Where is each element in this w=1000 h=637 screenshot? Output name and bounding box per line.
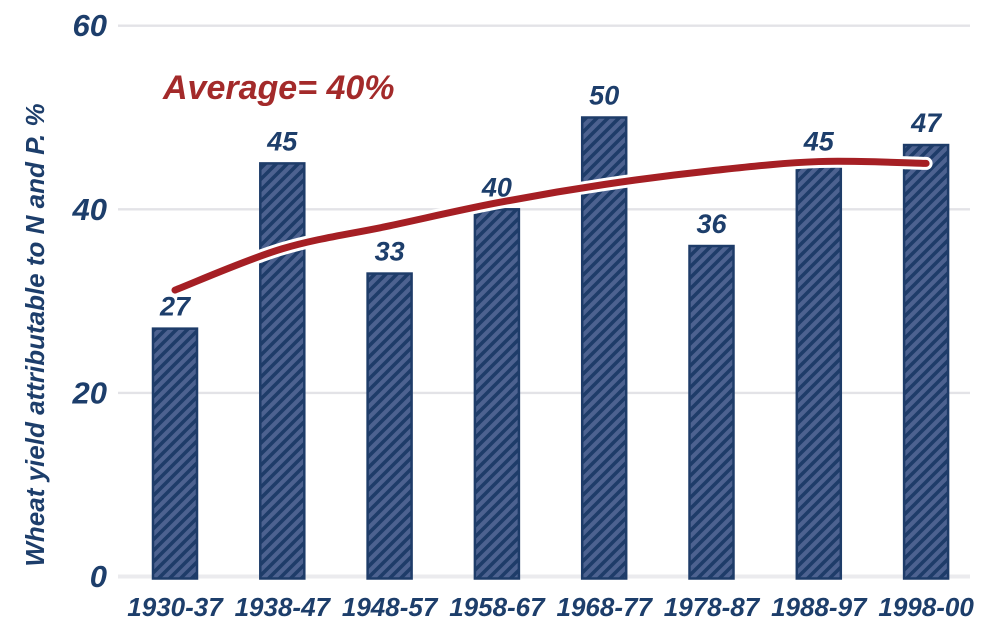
y-tick-label: 60 (73, 8, 107, 43)
bar-1938-47 (259, 162, 306, 580)
bar-value-label: 33 (375, 237, 405, 267)
x-tick-label: 1978-87 (664, 592, 761, 622)
bar-value-label: 45 (266, 126, 298, 156)
y-tick-label: 20 (72, 375, 107, 410)
x-tick-label: 1968-77 (556, 592, 653, 622)
bar-value-label: 47 (910, 108, 943, 138)
bar-value-label: 45 (803, 126, 835, 156)
trend-line (171, 157, 930, 294)
bar-value-label: 40 (481, 172, 512, 202)
bar-1978-87 (688, 244, 735, 580)
bar-value-label: 36 (696, 209, 727, 239)
bar-value-label: 27 (159, 292, 192, 322)
y-tick-label: 0 (90, 559, 107, 594)
x-tick-label: 1998-00 (878, 592, 974, 622)
bar-1958-67 (473, 208, 521, 580)
bar-1948-57 (366, 272, 413, 580)
x-tick-label: 1988-97 (771, 592, 868, 622)
x-tick-label: 1930-37 (127, 592, 224, 622)
bar-1988-97 (795, 162, 843, 580)
x-tick-label: 1958-67 (449, 592, 546, 622)
average-annotation: Average= 40% (162, 69, 395, 107)
bar-1968-77 (580, 116, 628, 580)
bar-1930-37 (151, 327, 199, 580)
bar-value-label: 50 (589, 81, 619, 111)
x-tick-label: 1948-57 (342, 592, 439, 622)
y-axis-label: Wheat yield attributable to N and P. % (20, 103, 50, 566)
x-tick-label: 1938-47 (235, 592, 332, 622)
bar-1998-00 (902, 143, 950, 580)
y-tick-label: 40 (72, 192, 107, 227)
